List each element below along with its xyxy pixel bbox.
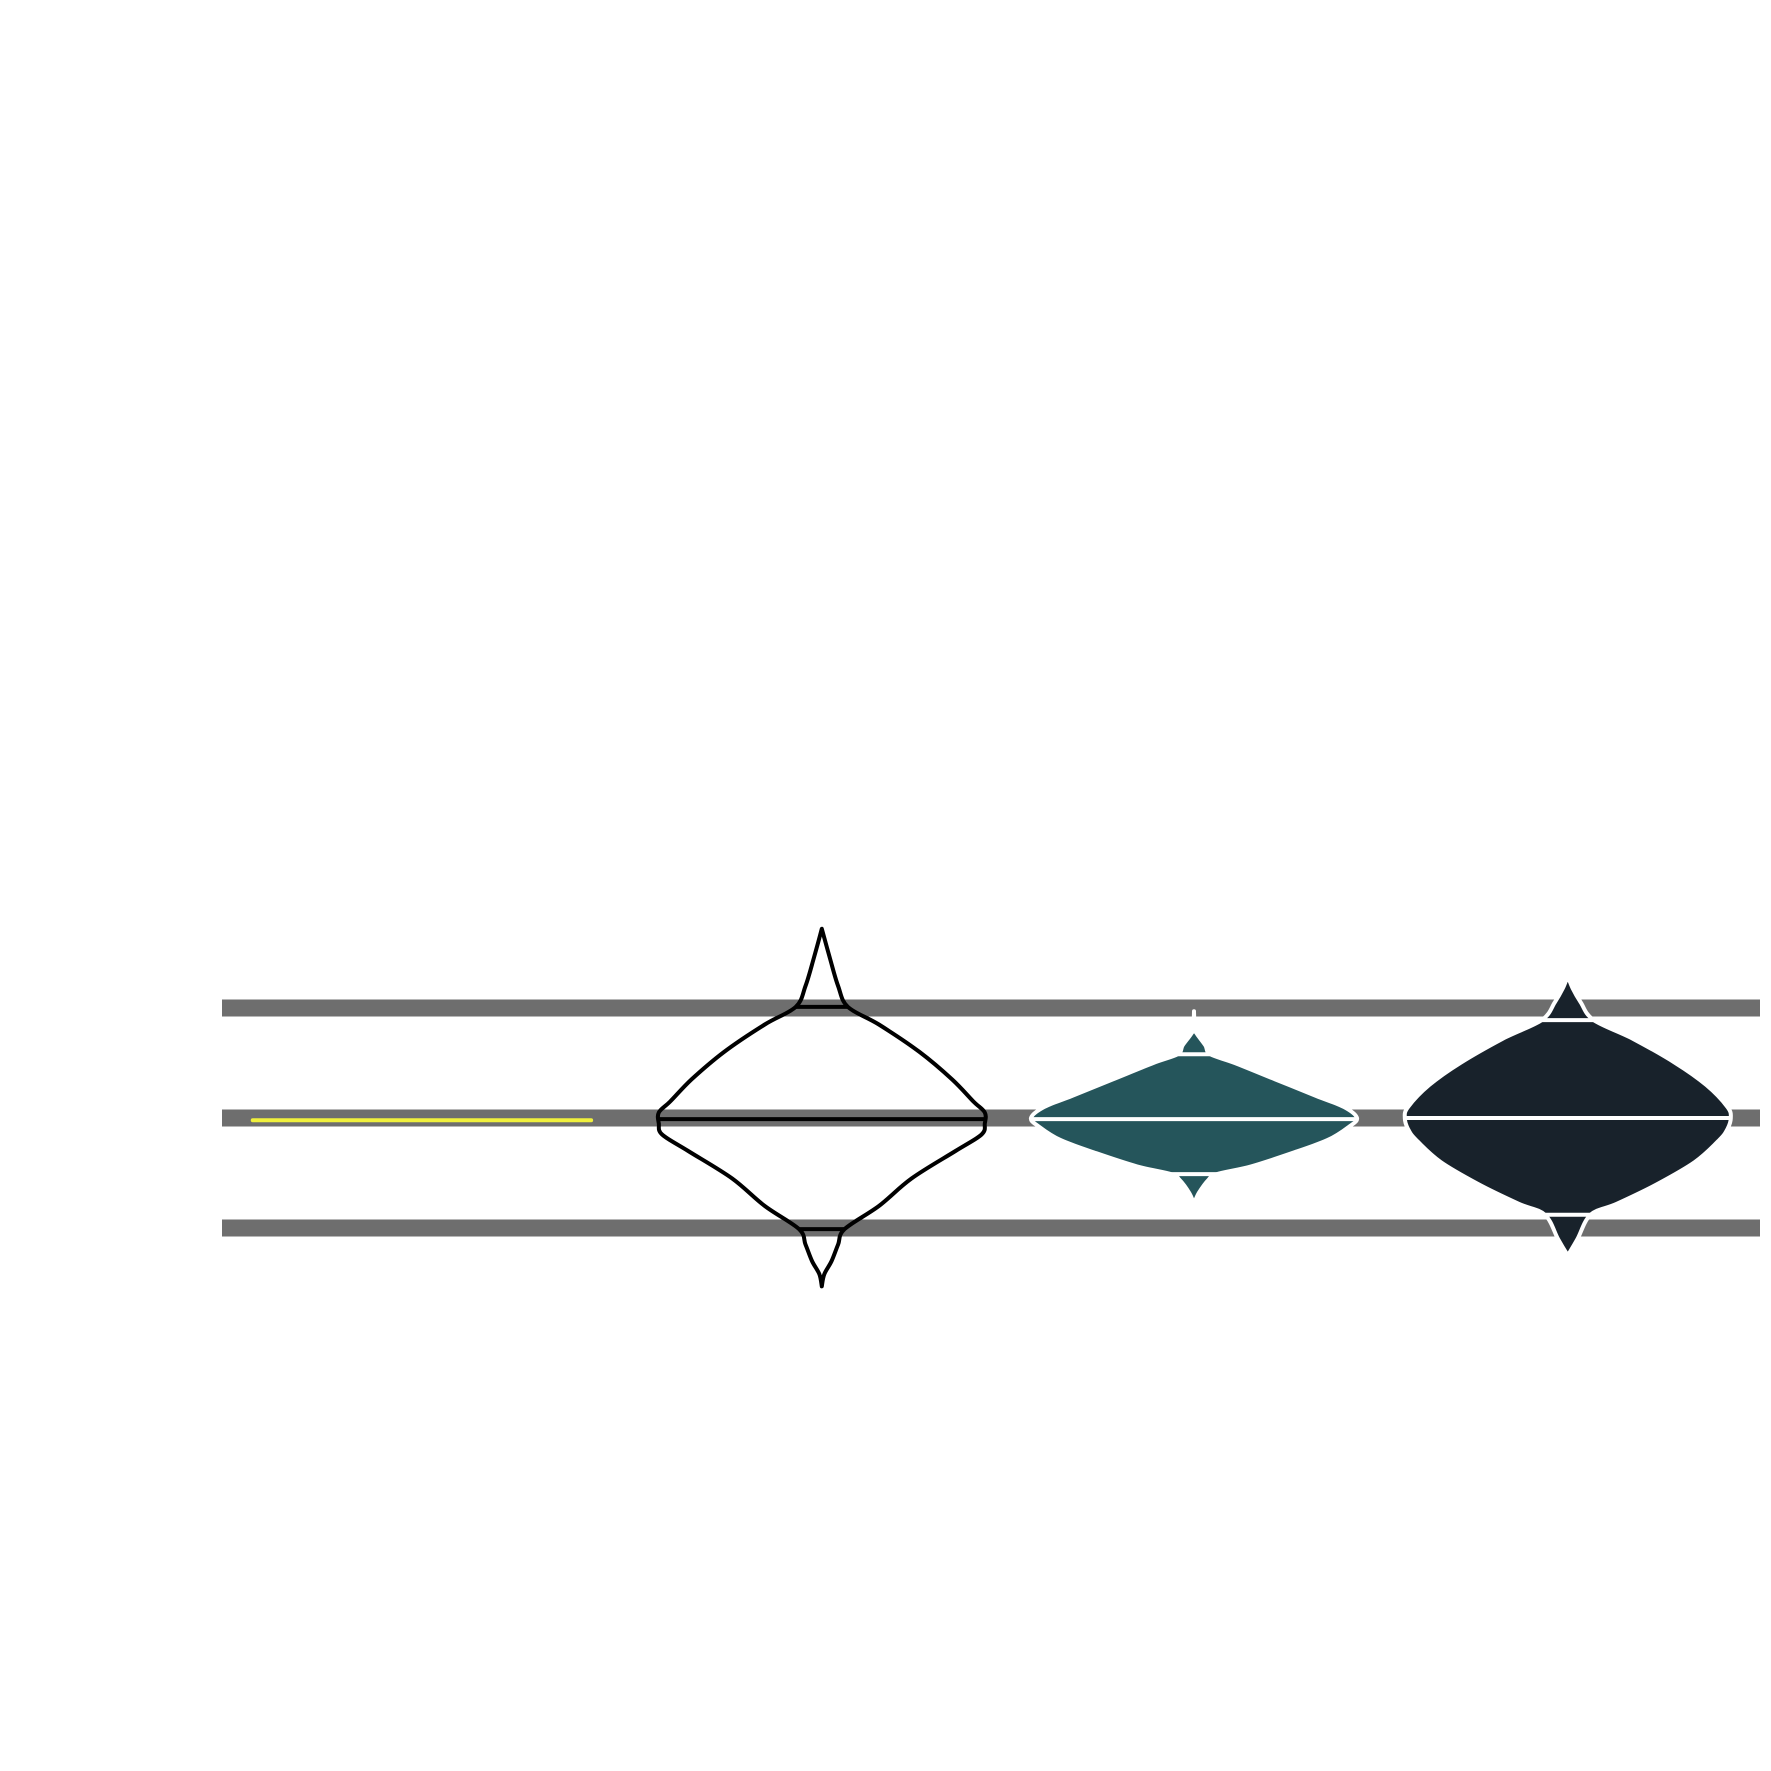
violins (655, 926, 1733, 1289)
violin-body-3 (1402, 974, 1733, 1258)
violin-body-2 (1028, 1009, 1360, 1206)
violin-3 (1402, 974, 1733, 1258)
violin-1 (655, 926, 988, 1289)
violin-body-1 (655, 926, 988, 1289)
violin-2 (1028, 1009, 1360, 1206)
